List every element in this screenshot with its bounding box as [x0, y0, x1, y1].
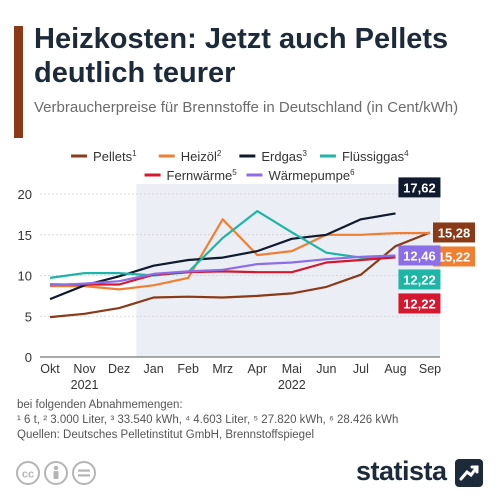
page-title: Heizkosten: Jetzt auch Pellets deutlich … — [34, 23, 449, 89]
end-label-badge — [398, 269, 441, 290]
y-tick-label: 15 — [18, 228, 32, 243]
statista-logo-icon — [455, 459, 483, 487]
end-value-label: 15,28 — [438, 225, 471, 240]
y-tick-label: 5 — [25, 309, 32, 324]
end-value-label: 12,22 — [403, 296, 436, 311]
series-line-pellets — [49, 231, 431, 319]
series-line-flüssiggas — [49, 210, 396, 279]
x-tick-label: Mrz — [212, 362, 233, 376]
series-line-erdgas — [49, 212, 396, 301]
end-label-badge — [398, 245, 441, 266]
end-value-label: 12,46 — [403, 248, 436, 263]
end-label-badge — [433, 246, 475, 267]
legend-entry: Fernwärme5 — [167, 168, 238, 183]
page-subtitle: Verbraucherpreise für Brennstoffe in Deu… — [34, 99, 459, 116]
y-tick-label: 10 — [18, 269, 32, 284]
nd-icon — [72, 461, 96, 485]
y-tick-label: 0 — [25, 350, 32, 365]
end-label-badge — [398, 177, 441, 198]
end-label-badge — [398, 293, 441, 314]
end-label-badge — [433, 222, 475, 243]
statista-logo[interactable]: statista — [356, 456, 447, 486]
x-tick-label: Apr — [248, 362, 267, 376]
x-tick-label: Aug — [384, 362, 406, 376]
end-value-label: 12,22 — [403, 272, 436, 287]
x-tick-label: Jun — [316, 362, 336, 376]
series-line-wärmepumpe — [49, 254, 396, 287]
legend-entry: Erdgas3 — [261, 149, 307, 164]
x-tick-label: Jul — [353, 362, 369, 376]
x-tick-label: Dez — [108, 362, 130, 376]
end-value-label: 17,62 — [403, 180, 436, 195]
x-tick-label: Nov — [73, 362, 96, 376]
svg-text:cc: cc — [22, 469, 34, 481]
legend-entry: Wärmepumpe6 — [268, 168, 355, 183]
series-line-heizöl — [50, 218, 431, 291]
series-line-fernwärme — [50, 256, 396, 286]
legend-entry: Heizöl2 — [181, 149, 222, 164]
x-tick-label: Sep — [419, 362, 441, 376]
footnote-sources: Quellen: Deutsches Pelletinstitut GmbH, … — [17, 429, 315, 441]
x-tick-label: Feb — [177, 362, 199, 376]
year-label: 2021 — [71, 378, 99, 392]
x-tick-label: Jan — [144, 362, 164, 376]
end-value-label: 15,22 — [438, 249, 471, 264]
legend-entry: Pellets1 — [93, 149, 137, 164]
year-label: 2022 — [278, 378, 306, 392]
footnote-units: ¹ 6 t, ² 3.000 Liter, ³ 33.540 kWh, ⁴ 4.… — [17, 414, 399, 426]
license-icons: cc — [16, 461, 96, 485]
y-tick-label: 20 — [18, 187, 32, 202]
by-icon — [44, 461, 68, 485]
highlight-band — [136, 184, 440, 357]
x-tick-label: Okt — [40, 362, 60, 376]
footnote-intro: bei folgenden Abnahmemengen: — [17, 399, 183, 411]
title-accent-bar — [14, 26, 23, 138]
cc-icon: cc — [16, 461, 40, 485]
x-tick-label: Mai — [282, 362, 302, 376]
legend-entry: Flüssiggas4 — [342, 149, 409, 164]
